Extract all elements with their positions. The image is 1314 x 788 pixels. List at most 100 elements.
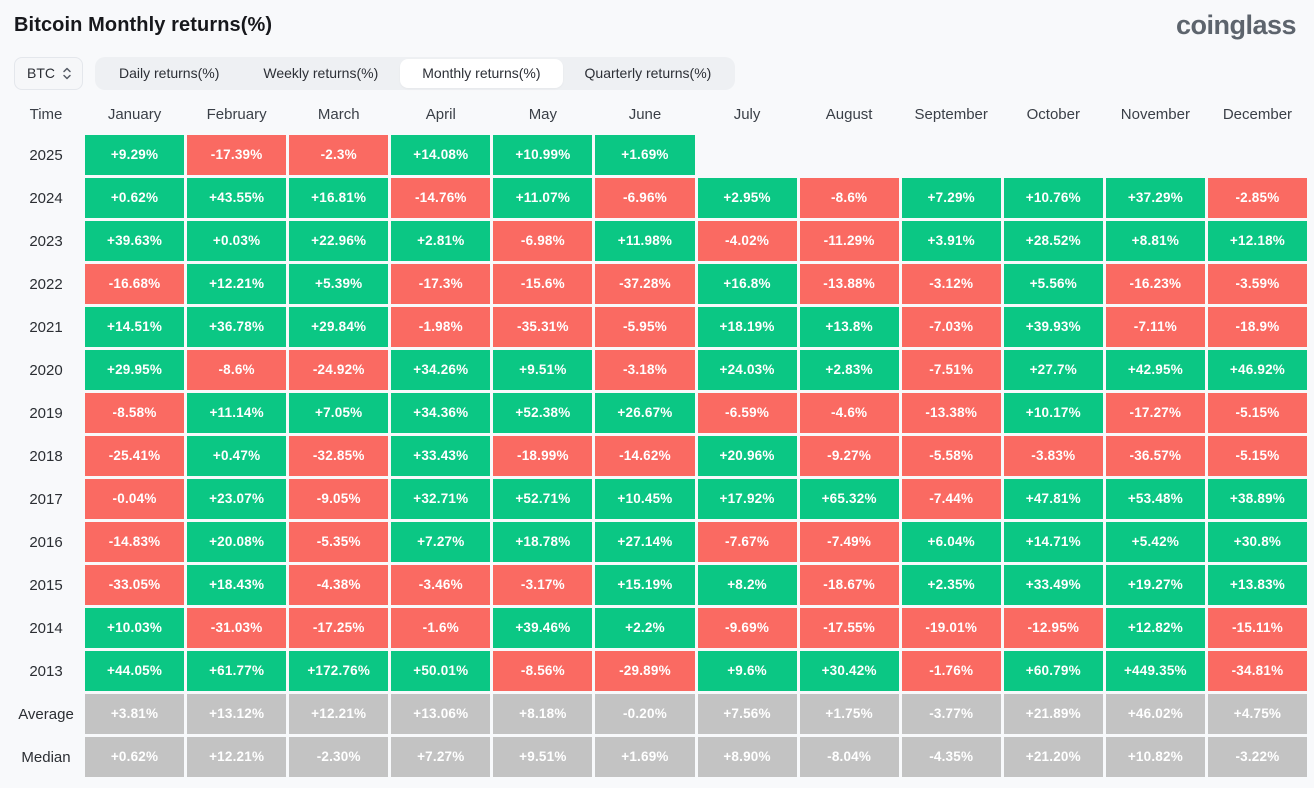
return-cell: +11.14%	[187, 393, 287, 433]
coinglass-logo: coinglass	[1175, 10, 1297, 40]
row-label: 2013	[29, 662, 63, 680]
row-label: 2020	[29, 361, 63, 379]
return-cell: -9.05%	[289, 479, 389, 519]
return-cell: -36.57%	[1105, 436, 1205, 476]
return-cell	[800, 135, 899, 175]
return-cell: +4.75%	[1207, 694, 1307, 734]
tab-daily-returns[interactable]: Daily returns(%)	[119, 64, 220, 81]
return-cell: +60.79%	[1003, 651, 1103, 691]
table-row-2023: 2023 +39.63% +0.03% +22.96% +2.81% -6.98% +11.…	[10, 221, 1307, 261]
return-cell: +42.95%	[1105, 350, 1205, 390]
table-row-2021: 2021 +14.51% +36.78% +29.84% -1.98% -35.31% -5…	[10, 307, 1307, 347]
return-cell: +7.56%	[697, 694, 797, 734]
return-cell: -4.6%	[799, 393, 899, 433]
row-label: Median	[21, 748, 71, 766]
return-cell: +18.43%	[187, 565, 287, 605]
tab-weekly-returns[interactable]: Weekly returns(%)	[263, 64, 379, 81]
column-header-december: December	[1222, 106, 1293, 123]
return-cell: -3.46%	[391, 565, 491, 605]
return-cell: +10.45%	[595, 479, 695, 519]
return-cell: +3.81%	[85, 694, 185, 734]
return-cell: +449.35%	[1105, 651, 1205, 691]
column-header-july: July	[733, 106, 761, 123]
return-cell: -17.25%	[289, 608, 389, 648]
return-cell: +12.82%	[1105, 608, 1205, 648]
return-cell: +12.21%	[187, 264, 287, 304]
return-cell: -33.05%	[85, 565, 185, 605]
tab-monthly-returns[interactable]: Monthly returns(%)	[400, 58, 563, 88]
return-cell: +13.8%	[799, 307, 899, 347]
return-cell: +52.38%	[493, 393, 593, 433]
tab-quarterly-returns[interactable]: Quarterly returns(%)	[584, 64, 712, 81]
return-cell: +34.26%	[391, 350, 491, 390]
return-cell: +5.56%	[1003, 264, 1103, 304]
return-cell: -31.03%	[187, 608, 287, 648]
row-label: 2021	[29, 318, 63, 336]
row-label: 2016	[29, 533, 63, 551]
return-cell: +34.36%	[391, 393, 491, 433]
return-cell: +26.67%	[595, 393, 695, 433]
row-label: 2017	[29, 490, 63, 508]
return-cell: +16.8%	[697, 264, 797, 304]
return-cell: +28.52%	[1003, 221, 1103, 261]
return-cell: +8.81%	[1105, 221, 1205, 261]
return-cell: +8.90%	[697, 737, 797, 777]
return-cell: -1.6%	[391, 608, 491, 648]
return-cell: -18.9%	[1207, 307, 1307, 347]
return-cell: +43.55%	[187, 178, 287, 218]
return-cell: -16.23%	[1105, 264, 1205, 304]
return-cell: -7.03%	[901, 307, 1001, 347]
return-cell: +7.05%	[289, 393, 389, 433]
return-cell: -5.35%	[289, 522, 389, 562]
return-cell: -0.04%	[85, 479, 185, 519]
return-cell: -3.59%	[1207, 264, 1307, 304]
return-cell: -14.83%	[85, 522, 185, 562]
table-row-2015: 2015 -33.05% +18.43% -4.38% -3.46% -3.17% +15.…	[10, 565, 1307, 605]
return-cell: +50.01%	[391, 651, 491, 691]
return-cell: +0.62%	[85, 737, 185, 777]
return-cell: -17.3%	[391, 264, 491, 304]
return-cell: +14.71%	[1003, 522, 1103, 562]
return-cell	[698, 135, 797, 175]
return-cell: +3.91%	[901, 221, 1001, 261]
return-cell: +13.12%	[187, 694, 287, 734]
return-cell: -14.62%	[595, 436, 695, 476]
return-cell: +30.8%	[1207, 522, 1307, 562]
return-cell	[1004, 135, 1103, 175]
return-cell: +39.93%	[1003, 307, 1103, 347]
return-cell: +53.48%	[1105, 479, 1205, 519]
return-cell: -3.18%	[595, 350, 695, 390]
return-cell: -9.27%	[799, 436, 899, 476]
return-cell: +6.04%	[901, 522, 1001, 562]
topbar: Bitcoin Monthly returns(%) coinglass	[0, 0, 1314, 44]
return-cell: -3.12%	[901, 264, 1001, 304]
return-cell: +9.29%	[85, 135, 185, 175]
return-cell: -18.99%	[493, 436, 593, 476]
return-cell: +9.51%	[493, 737, 593, 777]
return-cell: +30.42%	[799, 651, 899, 691]
return-cell: -14.76%	[391, 178, 491, 218]
return-cell: -2.30%	[289, 737, 389, 777]
return-cell: -19.01%	[901, 608, 1001, 648]
table-row-2018: 2018 -25.41% +0.47% -32.85% +33.43% -18.99% -1…	[10, 436, 1307, 476]
return-cell: +33.43%	[391, 436, 491, 476]
return-cell: -6.96%	[595, 178, 695, 218]
column-header-march: March	[317, 106, 360, 123]
returns-table: Time January February March April May June July…	[0, 90, 1314, 777]
return-cell: +10.99%	[493, 135, 593, 175]
return-cell: -4.35%	[901, 737, 1001, 777]
return-cell: -6.98%	[493, 221, 593, 261]
return-cell: +18.78%	[493, 522, 593, 562]
tabs: Daily returns(%) Weekly returns(%) Monthly…	[95, 56, 736, 90]
return-cell: +13.06%	[391, 694, 491, 734]
return-cell: +1.69%	[595, 737, 695, 777]
return-cell: -18.67%	[799, 565, 899, 605]
return-cell: -35.31%	[493, 307, 593, 347]
symbol-select[interactable]: BTC	[14, 56, 83, 90]
return-cell: -8.56%	[493, 651, 593, 691]
table-row-2025: 2025 +9.29% -17.39% -2.3% +14.08% +10.99% +1.6…	[10, 135, 1307, 175]
return-cell: -3.22%	[1207, 737, 1307, 777]
return-cell: -15.11%	[1207, 608, 1307, 648]
return-cell: +8.18%	[493, 694, 593, 734]
return-cell: -13.38%	[901, 393, 1001, 433]
